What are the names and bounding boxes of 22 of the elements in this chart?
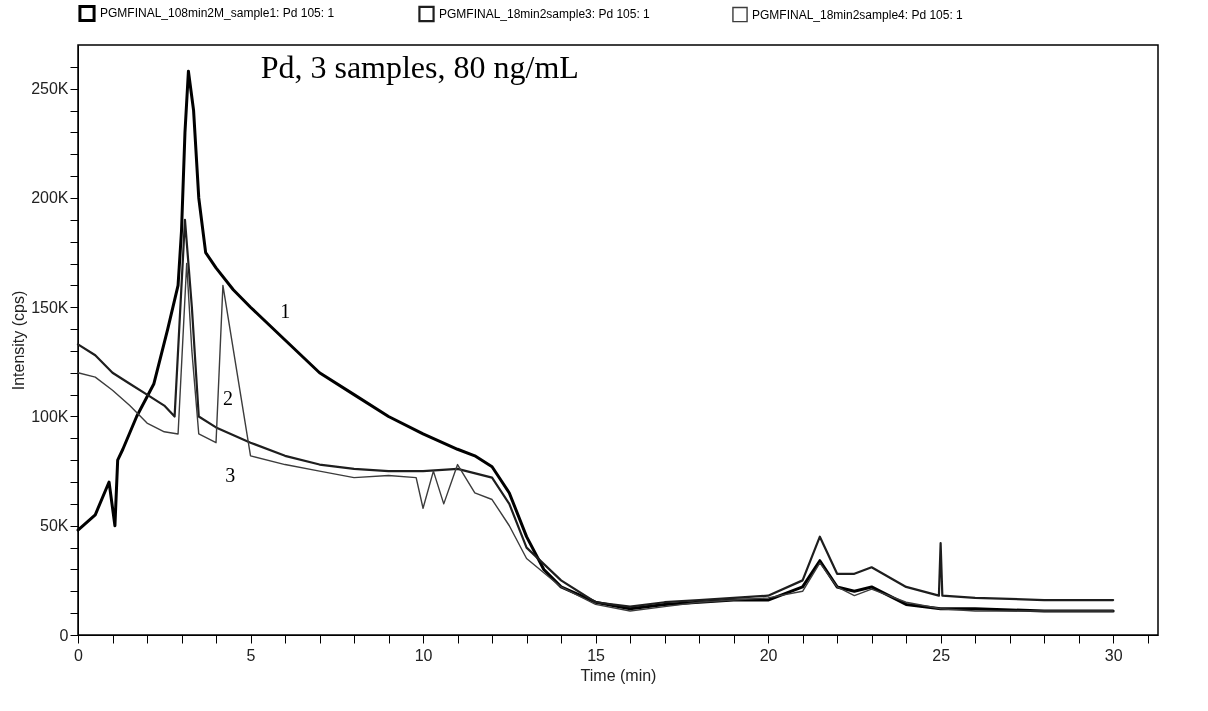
y-tick-label: 100K [31,407,69,425]
x-tick-label: 10 [414,646,433,664]
annotation: 2 [223,387,234,409]
y-tick-label: 250K [31,80,69,98]
y-axis-title: Intensity (cps) [10,290,28,391]
y-tick-label: 200K [31,189,69,207]
x-axis-title: Time (min) [580,666,657,684]
x-tick-label: 5 [246,646,256,664]
y-tick-label: 0 [59,626,69,644]
legend-label: PGMFINAL_18min2sample3: Pd 105: 1 [439,7,651,22]
chart-title: Pd, 3 samples, 80 ng/mL [260,49,579,85]
x-tick-label: 25 [932,646,951,664]
legend-label: PGMFINAL_18min2sample4: Pd 105: 1 [752,7,964,22]
x-tick-label: 15 [587,646,606,664]
y-tick-label: 150K [31,298,69,316]
x-tick-label: 20 [759,646,778,664]
x-tick-label: 30 [1104,646,1123,664]
y-tick-label: 50K [40,517,69,535]
legend-label: PGMFINAL_108min2M_sample1: Pd 105: 1 [100,6,335,21]
x-tick-label: 0 [74,646,84,664]
annotation: 1 [280,299,291,322]
annotation: 3 [225,463,236,486]
